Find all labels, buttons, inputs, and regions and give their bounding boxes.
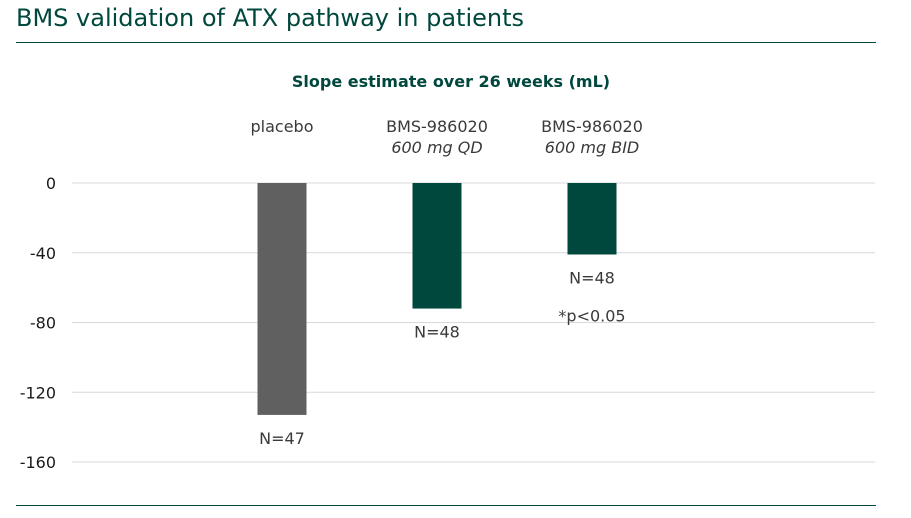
- category-label: BMS-986020: [541, 117, 643, 136]
- category-dose-label: 600 mg QD: [391, 138, 482, 157]
- category-dose-label: 600 mg BID: [545, 138, 639, 157]
- y-axis-ticks: 0 -40 -80 -120 -160: [20, 174, 56, 472]
- y-tick-label: -40: [30, 244, 56, 263]
- bar: [412, 183, 462, 309]
- sample-size-label: N=48: [569, 268, 615, 287]
- sample-size-label: N=47: [259, 429, 305, 448]
- bars: [257, 183, 617, 415]
- category-labels: placebo N=47 BMS-986020 600 mg QD N=48 BMS-98…: [251, 117, 643, 448]
- category-label: BMS-986020: [386, 117, 488, 136]
- y-tick-label: -80: [30, 314, 56, 333]
- page-title: BMS validation of ATX pathway in patient…: [16, 4, 525, 32]
- bottom-divider: [16, 505, 876, 506]
- significance-annotation: *p<0.05: [558, 306, 625, 325]
- category-label: placebo: [251, 117, 314, 136]
- chart-title: Slope estimate over 26 weeks (mL): [292, 72, 610, 91]
- y-tick-label: -120: [20, 383, 56, 402]
- bar: [257, 183, 307, 415]
- gridlines: [72, 182, 875, 463]
- sample-size-label: N=48: [414, 323, 460, 342]
- title-divider: [16, 42, 876, 43]
- y-tick-label: -160: [20, 453, 56, 472]
- bar: [567, 183, 617, 255]
- y-tick-label: 0: [46, 174, 56, 193]
